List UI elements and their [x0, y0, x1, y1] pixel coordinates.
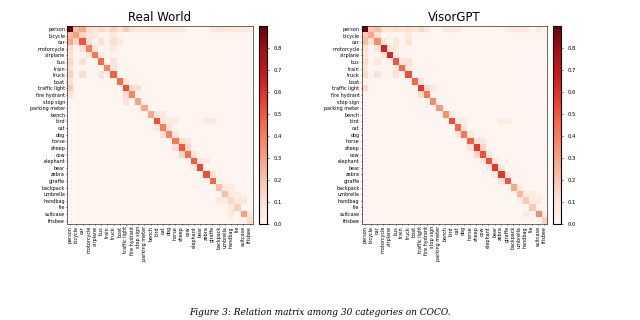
Title: Real World: Real World [129, 12, 191, 24]
Text: Figure 3: Relation matrix among 30 categories on COCO.: Figure 3: Relation matrix among 30 categ… [189, 308, 451, 317]
Title: VisorGPT: VisorGPT [428, 12, 481, 24]
